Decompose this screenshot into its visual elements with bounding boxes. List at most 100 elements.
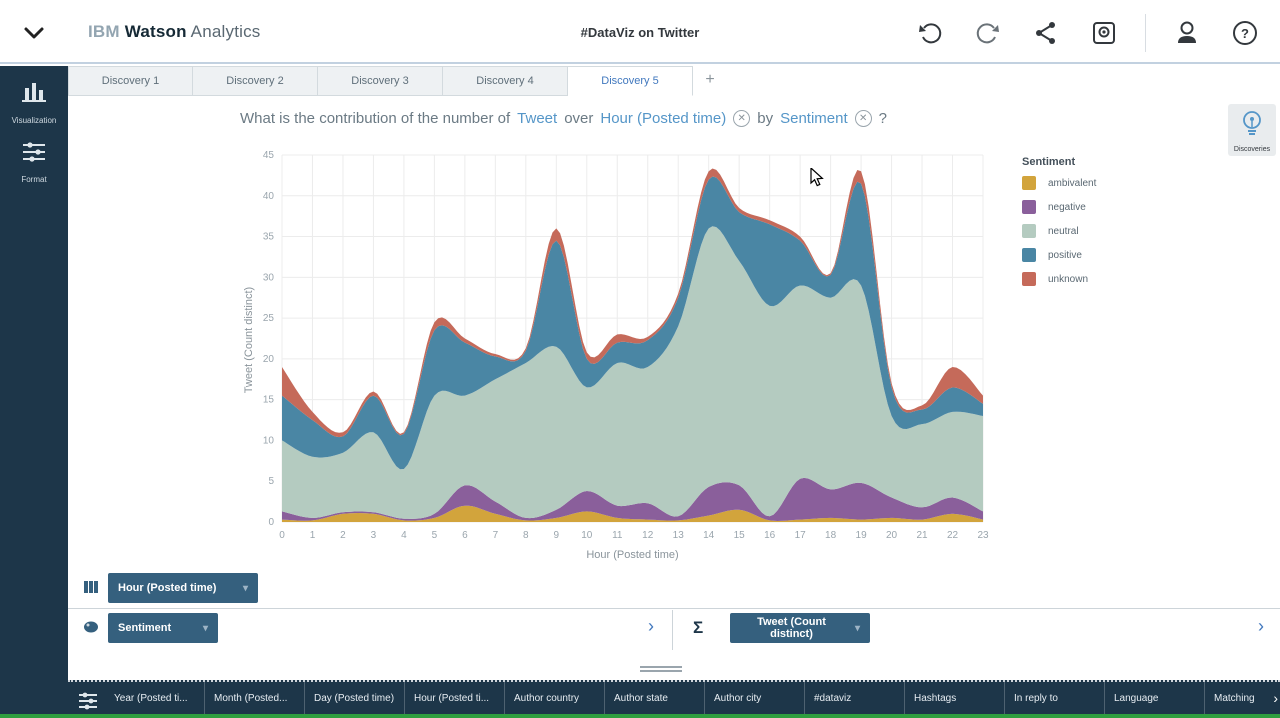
legend-item-positive[interactable]: positive: [1022, 248, 1172, 262]
tray-drag-handle[interactable]: [640, 666, 682, 674]
help-icon: ?: [1233, 21, 1257, 45]
tray-column[interactable]: Matching: [1205, 682, 1262, 718]
question-field-hour[interactable]: Hour (Posted time): [600, 110, 727, 127]
remove-hour-button[interactable]: ✕: [733, 110, 751, 127]
legend-swatch: [1022, 248, 1036, 262]
tab-discovery-3[interactable]: Discovery 3: [318, 66, 443, 96]
add-tab-button[interactable]: +: [705, 71, 715, 88]
legend-label: unknown: [1048, 273, 1089, 285]
value-row-expand-chevron[interactable]: ›: [1258, 616, 1264, 636]
tray-column[interactable]: #dataviz: [805, 682, 905, 718]
x-tick-label: 22: [947, 530, 959, 541]
value-divider: [672, 610, 673, 650]
legend-item-unknown[interactable]: unknown: [1022, 272, 1172, 286]
share-button[interactable]: [1029, 16, 1063, 50]
chevron-down-icon: ▾: [202, 622, 208, 634]
question-field-tweet[interactable]: Tweet: [517, 110, 558, 127]
legend-swatch: [1022, 200, 1036, 214]
value-field-button[interactable]: Tweet (Count distinct) ▾: [730, 613, 870, 643]
tray-column[interactable]: Year (Posted ti...: [105, 682, 205, 718]
color-value-row: Sentiment ▾ › Σ Tweet (Count distinct) ▾…: [68, 610, 1280, 650]
tab-discovery-2[interactable]: Discovery 2: [193, 66, 318, 96]
color-field-button[interactable]: Sentiment ▾: [108, 613, 218, 643]
tray-scroll-right-chevron[interactable]: ›: [1273, 690, 1278, 706]
tray-column[interactable]: Author state: [605, 682, 705, 718]
tray-column[interactable]: Hour (Posted ti...: [405, 682, 505, 718]
y-tick-label: 25: [263, 313, 275, 324]
y-tick-label: 0: [268, 517, 274, 528]
y-tick-label: 45: [263, 150, 275, 161]
legend-label: neutral: [1048, 225, 1079, 237]
tray-column[interactable]: Author city: [705, 682, 805, 718]
tray-column[interactable]: Author country: [505, 682, 605, 718]
legend-label: positive: [1048, 249, 1082, 261]
x-tick-label: 21: [916, 530, 928, 541]
x-axis-field-button[interactable]: Hour (Posted time) ▾: [108, 573, 258, 603]
x-tick-label: 20: [886, 530, 898, 541]
tray-settings-icon[interactable]: [76, 688, 100, 712]
collapse-header-button[interactable]: [20, 22, 48, 44]
x-tick-label: 1: [310, 530, 316, 541]
legend-swatch: [1022, 272, 1036, 286]
x-tick-label: 8: [523, 530, 529, 541]
logo-analytics: Analytics: [190, 22, 261, 41]
stacked-area-chart[interactable]: 0 5 10 15 20 25 30 35 40 45 0 1 2 3 4 5 6 7 8 9 10 11 12 13 14 15…: [240, 145, 1020, 575]
x-axis-field-label: Hour (Posted time): [118, 582, 217, 594]
tray-column[interactable]: Hashtags: [905, 682, 1005, 718]
progress-bar: [0, 714, 1280, 718]
tab-discovery-1[interactable]: Discovery 1: [68, 66, 193, 96]
app-logo: IBM Watson Analytics: [88, 22, 261, 42]
close-icon: ✕: [737, 113, 746, 124]
paint-icon: [84, 621, 98, 633]
area-series-positive: [282, 176, 983, 470]
close-icon: ✕: [858, 113, 868, 124]
question-field-sentiment[interactable]: Sentiment: [780, 110, 848, 127]
undo-button[interactable]: [913, 16, 947, 50]
legend-items: ambivalent negative neutral positive unknown: [1022, 176, 1172, 286]
columns-icon: [84, 581, 98, 593]
x-tick-label: 9: [554, 530, 560, 541]
tab-discovery-5[interactable]: Discovery 5: [568, 66, 693, 96]
sidebar-item-visualization[interactable]: Visualization: [0, 66, 68, 125]
bar-chart-icon: [22, 83, 46, 102]
data-tray: Year (Posted ti... Month (Posted... Day (P…: [68, 680, 1280, 718]
x-tick-label: 18: [825, 530, 837, 541]
sidebar-item-format[interactable]: Format: [0, 125, 68, 184]
tray-column[interactable]: In reply to: [1005, 682, 1105, 718]
x-tick-label: 13: [673, 530, 685, 541]
legend-title: Sentiment: [1022, 156, 1076, 168]
left-sidebar: Visualization Format: [0, 66, 68, 718]
x-tick-label: 3: [371, 530, 377, 541]
sliders-icon: [23, 142, 45, 162]
tray-column[interactable]: Day (Posted time): [305, 682, 405, 718]
help-button[interactable]: ?: [1228, 16, 1262, 50]
lightbulb-icon: [1243, 111, 1261, 135]
tab-discovery-4[interactable]: Discovery 4: [443, 66, 568, 96]
account-button[interactable]: [1170, 16, 1204, 50]
tray-column[interactable]: Month (Posted...: [205, 682, 305, 718]
redo-button[interactable]: [971, 16, 1005, 50]
x-tick-label: 2: [340, 530, 346, 541]
svg-text:?: ?: [1241, 26, 1249, 41]
header-divider: [1145, 14, 1146, 52]
legend-label: negative: [1048, 201, 1086, 213]
legend-item-neutral[interactable]: neutral: [1022, 224, 1172, 238]
discoveries-button[interactable]: Discoveries: [1228, 104, 1276, 156]
x-tick-label: 11: [612, 530, 623, 541]
x-tick-label: 4: [401, 530, 407, 541]
discoveries-button-label: Discoveries: [1233, 146, 1271, 153]
remove-sentiment-button[interactable]: ✕: [854, 110, 872, 127]
color-row-expand-chevron[interactable]: ›: [648, 616, 654, 636]
legend-item-ambivalent[interactable]: ambivalent: [1022, 176, 1172, 190]
legend-item-negative[interactable]: negative: [1022, 200, 1172, 214]
x-tick-label: 23: [977, 530, 989, 541]
y-tick-label: 15: [263, 395, 275, 406]
tray-column[interactable]: Language: [1105, 682, 1205, 718]
question-sentence: What is the contribution of the number o…: [240, 110, 887, 127]
legend-label: ambivalent: [1048, 177, 1097, 189]
rows-divider: [68, 608, 1280, 609]
color-field-label: Sentiment: [118, 622, 172, 634]
snapshot-button[interactable]: [1087, 16, 1121, 50]
sigma-icon: Σ: [693, 618, 704, 637]
